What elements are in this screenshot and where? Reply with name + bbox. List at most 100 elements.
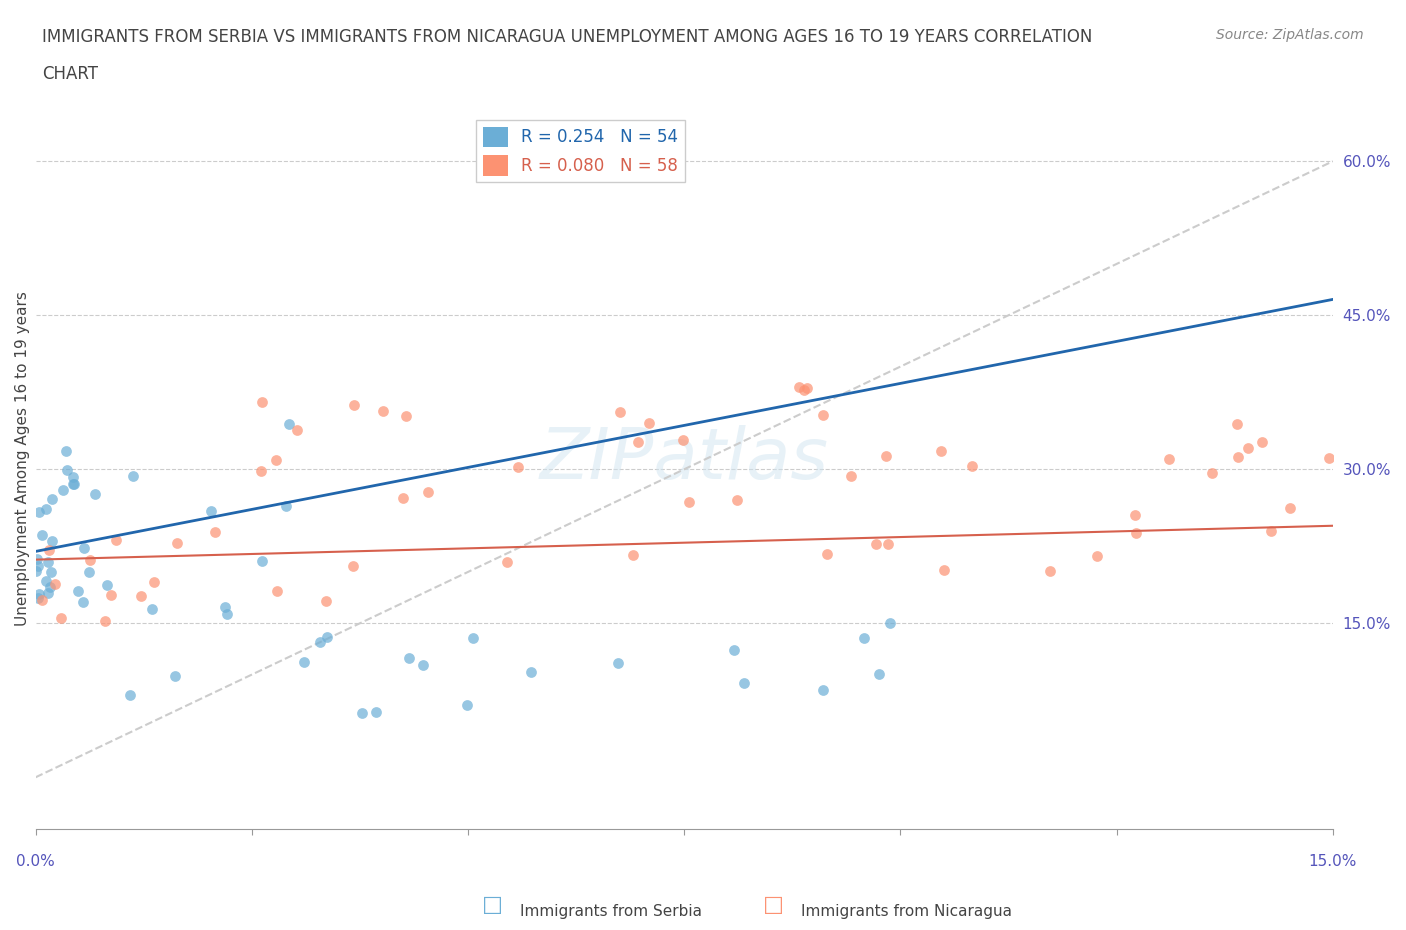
Point xyxy=(725,493,748,508)
Point xyxy=(392,491,415,506)
Point xyxy=(868,666,890,681)
Point xyxy=(250,394,273,409)
Point xyxy=(1123,508,1146,523)
Point xyxy=(100,588,122,603)
Point xyxy=(723,643,745,658)
Text: ZIPatlas: ZIPatlas xyxy=(540,424,828,494)
Point xyxy=(621,547,644,562)
Point xyxy=(67,584,90,599)
Text: □: □ xyxy=(763,896,783,915)
Point xyxy=(1038,564,1060,578)
Point xyxy=(27,559,49,574)
Point xyxy=(38,543,60,558)
Point xyxy=(72,594,94,609)
Point xyxy=(44,577,66,591)
Point xyxy=(398,651,420,666)
Point xyxy=(73,540,96,555)
Point xyxy=(37,555,59,570)
Point xyxy=(960,458,983,473)
Point xyxy=(163,669,186,684)
Point xyxy=(876,537,898,551)
Point xyxy=(94,614,117,629)
Point xyxy=(276,498,298,513)
Text: Source: ZipAtlas.com: Source: ZipAtlas.com xyxy=(1216,28,1364,42)
Point xyxy=(412,658,434,672)
Point xyxy=(25,564,48,578)
Point xyxy=(796,380,818,395)
Point xyxy=(315,629,337,644)
Point xyxy=(278,417,301,432)
Point xyxy=(41,534,63,549)
Point xyxy=(342,559,364,574)
Point xyxy=(62,476,84,491)
Point xyxy=(1085,548,1108,563)
Point xyxy=(461,631,484,645)
Point xyxy=(62,470,84,485)
Point xyxy=(214,600,236,615)
Point xyxy=(28,505,51,520)
Point xyxy=(285,423,308,438)
Text: Immigrants from Serbia: Immigrants from Serbia xyxy=(520,904,702,919)
Point xyxy=(1157,451,1180,466)
Text: 0.0%: 0.0% xyxy=(17,855,55,870)
Point xyxy=(39,579,62,594)
Point xyxy=(104,532,127,547)
Point xyxy=(496,555,519,570)
Point xyxy=(456,698,478,712)
Point xyxy=(292,655,315,670)
Point xyxy=(929,444,952,458)
Text: IMMIGRANTS FROM SERBIA VS IMMIGRANTS FROM NICARAGUA UNEMPLOYMENT AMONG AGES 16 T: IMMIGRANTS FROM SERBIA VS IMMIGRANTS FRO… xyxy=(42,28,1092,46)
Point xyxy=(416,485,439,499)
Point xyxy=(266,583,288,598)
Point xyxy=(609,405,631,419)
Point xyxy=(250,553,273,568)
Point xyxy=(1226,450,1249,465)
Point xyxy=(1251,434,1274,449)
Point xyxy=(141,602,163,617)
Point xyxy=(51,483,73,498)
Point xyxy=(200,503,222,518)
Point xyxy=(166,536,188,551)
Point xyxy=(37,585,59,600)
Point xyxy=(1201,465,1223,480)
Point xyxy=(879,615,901,630)
Point xyxy=(31,528,53,543)
Point xyxy=(395,408,418,423)
Point xyxy=(1226,417,1249,432)
Point xyxy=(793,382,815,397)
Point xyxy=(875,448,897,463)
Point xyxy=(1279,500,1302,515)
Point xyxy=(364,705,387,720)
Point xyxy=(122,469,145,484)
Text: 15.0%: 15.0% xyxy=(1309,855,1357,870)
Point xyxy=(865,537,887,551)
Point xyxy=(84,486,107,501)
Point xyxy=(63,476,86,491)
Point xyxy=(35,501,58,516)
Point xyxy=(49,611,72,626)
Point xyxy=(352,706,374,721)
Point xyxy=(217,606,239,621)
Point xyxy=(343,397,366,412)
Point xyxy=(607,656,630,671)
Text: Immigrants from Nicaragua: Immigrants from Nicaragua xyxy=(801,904,1012,919)
Point xyxy=(129,589,152,604)
Point xyxy=(637,416,659,431)
Point xyxy=(815,547,838,562)
Point xyxy=(31,592,53,607)
Point xyxy=(266,453,288,468)
Point xyxy=(508,460,530,475)
Point xyxy=(27,591,49,605)
Point xyxy=(55,444,77,458)
Point xyxy=(35,573,58,588)
Point xyxy=(813,407,835,422)
Point xyxy=(96,578,118,592)
Point xyxy=(811,683,834,698)
Point xyxy=(1236,440,1258,455)
Point xyxy=(627,434,650,449)
Text: □: □ xyxy=(482,896,502,915)
Text: CHART: CHART xyxy=(42,65,98,83)
Y-axis label: Unemployment Among Ages 16 to 19 years: Unemployment Among Ages 16 to 19 years xyxy=(15,292,30,627)
Point xyxy=(371,404,394,418)
Point xyxy=(934,563,956,578)
